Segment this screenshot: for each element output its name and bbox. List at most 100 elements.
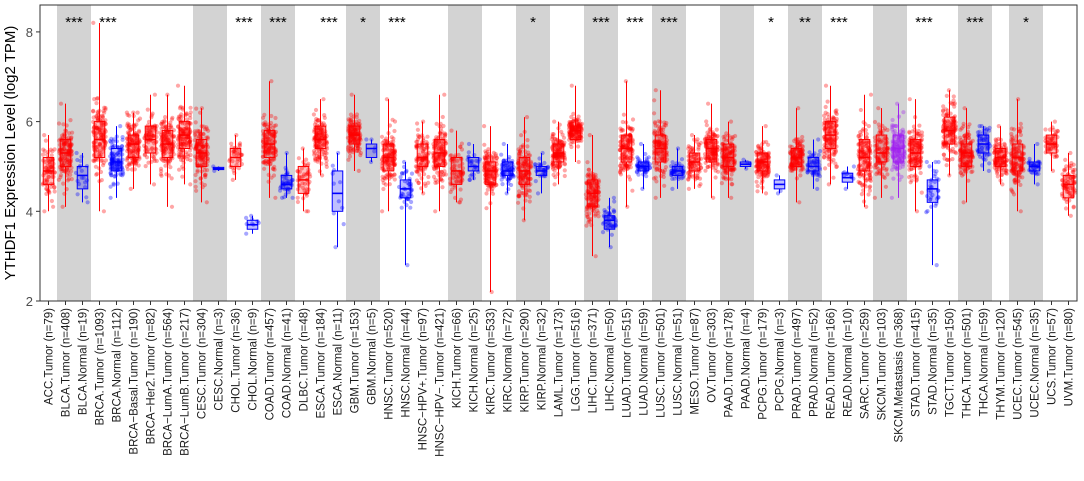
data-point: [58, 175, 63, 180]
data-point: [831, 149, 837, 154]
data-point: [148, 134, 153, 140]
data-point: [927, 164, 932, 169]
data-point: [318, 131, 323, 136]
data-point: [205, 168, 210, 173]
data-point: [66, 148, 71, 153]
data-point: [267, 140, 272, 145]
data-point: [180, 105, 185, 110]
data-point: [199, 155, 204, 161]
data-point: [85, 200, 90, 205]
data-point: [267, 144, 273, 149]
data-point: [452, 163, 457, 168]
data-point: [68, 172, 73, 177]
data-point: [487, 162, 492, 167]
data-point: [177, 149, 182, 154]
data-point: [61, 161, 67, 166]
data-point: [433, 177, 438, 182]
data-point: [389, 145, 394, 150]
data-point: [662, 120, 667, 125]
data-point: [449, 128, 454, 133]
data-point: [351, 129, 356, 134]
data-point: [234, 133, 239, 138]
data-point: [116, 165, 121, 170]
data-point: [145, 107, 150, 112]
data-point: [315, 140, 320, 146]
data-point: [237, 142, 242, 147]
data-point: [494, 156, 499, 161]
data-point: [456, 173, 461, 178]
data-point: [320, 149, 326, 154]
data-point: [131, 110, 136, 115]
data-point: [44, 179, 50, 184]
data-point: [184, 140, 189, 145]
data-point: [571, 111, 576, 116]
data-point: [44, 177, 49, 182]
data-point: [721, 175, 726, 180]
data-point: [387, 148, 392, 153]
data-point: [459, 141, 464, 146]
data-point: [150, 154, 155, 159]
data-point: [262, 123, 267, 128]
data-point: [176, 116, 181, 121]
data-point: [467, 159, 472, 164]
data-point: [267, 151, 273, 156]
data-point: [169, 147, 174, 152]
data-point: [149, 129, 154, 134]
data-point: [347, 122, 352, 127]
data-point: [127, 122, 132, 127]
data-point: [483, 151, 489, 156]
data-point: [64, 157, 70, 162]
data-point: [264, 139, 269, 144]
data-point: [636, 172, 641, 177]
data-point: [178, 114, 183, 119]
data-point: [432, 167, 437, 172]
data-point: [165, 130, 171, 135]
data-point: [205, 135, 210, 140]
data-point: [466, 141, 472, 147]
data-point: [741, 157, 746, 162]
data-point: [43, 138, 49, 143]
data-point: [584, 223, 589, 228]
data-point: [523, 149, 528, 154]
data-point: [146, 147, 151, 152]
data-point: [47, 190, 52, 195]
data-point: [295, 195, 300, 200]
data-point: [162, 119, 167, 124]
data-point: [201, 153, 206, 158]
data-point: [609, 232, 615, 237]
data-point: [93, 164, 98, 169]
data-point: [58, 166, 63, 172]
data-point: [66, 177, 71, 182]
data-point: [319, 135, 324, 140]
data-point: [788, 144, 793, 149]
data-point: [304, 172, 309, 177]
data-point: [415, 169, 420, 174]
data-point: [506, 187, 511, 192]
data-point: [355, 148, 360, 153]
data-point: [133, 131, 139, 136]
data-point: [434, 135, 439, 140]
shade-band: [788, 5, 805, 301]
data-point: [315, 118, 320, 123]
data-point: [168, 152, 173, 157]
data-point: [111, 137, 117, 142]
data-point: [151, 182, 157, 187]
data-point: [570, 121, 576, 126]
data-point: [262, 112, 267, 117]
data-point: [202, 160, 208, 165]
data-point: [161, 121, 166, 126]
data-point: [98, 141, 103, 146]
data-point: [525, 144, 530, 149]
data-point: [188, 110, 193, 115]
data-point: [458, 187, 463, 192]
shade-band: [210, 5, 227, 301]
data-point: [133, 144, 138, 149]
data-point: [419, 158, 424, 163]
data-point: [829, 159, 834, 164]
data-point: [349, 135, 355, 140]
data-point: [64, 139, 70, 144]
data-point: [317, 135, 322, 140]
data-point: [485, 187, 490, 192]
data-point: [93, 131, 98, 136]
data-point: [127, 131, 132, 136]
